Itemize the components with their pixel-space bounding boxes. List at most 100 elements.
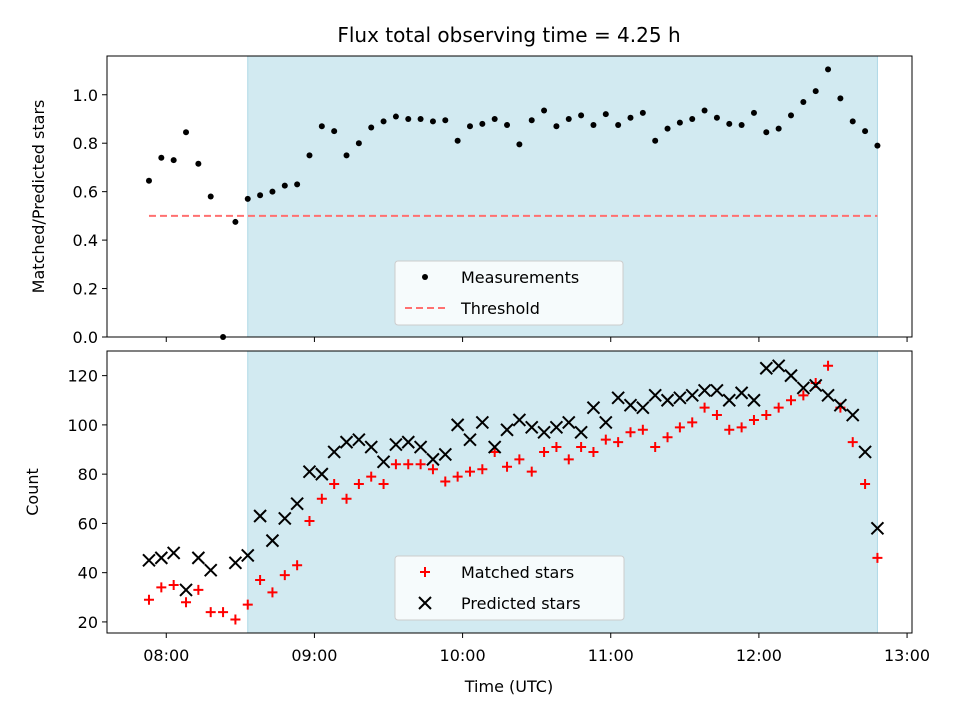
y-tick-label: 60	[78, 514, 98, 533]
predicted-star-point	[846, 408, 860, 422]
predicted-star-point	[389, 437, 403, 452]
measurement-point	[392, 113, 399, 120]
matched-star-point	[452, 471, 463, 482]
matched-star-point	[279, 570, 290, 581]
measurement-point	[417, 115, 424, 122]
measurement-point	[874, 142, 881, 149]
predicted-star-point	[166, 546, 181, 560]
predicted-star-point	[512, 413, 527, 427]
predicted-star-point	[833, 398, 848, 412]
predicted-star-point	[438, 447, 453, 462]
predicted-star-point	[204, 563, 218, 577]
measurement-point	[170, 157, 177, 164]
matched-star-point	[514, 454, 525, 465]
matched-star-point	[798, 390, 809, 401]
series-measurements	[145, 66, 881, 340]
legend: Measurements Threshold	[394, 260, 624, 326]
predicted-star-point	[154, 551, 169, 565]
predicted-star-point	[364, 440, 378, 454]
predicted-star-point	[525, 420, 539, 435]
matched-star-point	[378, 478, 389, 489]
matched-star-point	[267, 587, 278, 598]
predicted-star-point	[562, 415, 576, 430]
matched-star-point	[699, 402, 710, 413]
measurement-point	[726, 120, 733, 127]
matched-star-point	[786, 395, 797, 406]
predicted-star-point	[475, 415, 490, 430]
measurement-point	[331, 128, 338, 135]
predicted-star-point	[450, 418, 465, 432]
predicted-star-point	[352, 432, 366, 447]
matched-star-point	[823, 360, 834, 371]
predicted-star-point	[549, 420, 564, 435]
matched-star-point	[403, 459, 414, 470]
matched-star-point	[600, 434, 611, 445]
x-tick-label: 08:00	[143, 646, 189, 665]
matched-star-point	[464, 466, 475, 477]
matched-star-point	[156, 582, 167, 593]
series-matched-stars	[143, 360, 883, 625]
matched-star-point	[551, 442, 562, 453]
matched-star-point	[242, 599, 253, 610]
x-tick-label: 11:00	[588, 646, 634, 665]
measurement-point	[627, 114, 634, 121]
axes-frame	[106, 350, 913, 634]
matched-star-point	[316, 493, 327, 504]
matched-star-point	[539, 446, 550, 457]
y-tick-label: 20	[78, 613, 98, 632]
predicted-star-point	[426, 452, 440, 467]
predicted-star-point	[870, 521, 885, 536]
matched-star-point	[353, 478, 364, 489]
predicted-star-point	[265, 533, 280, 548]
x-tick-label: 12:00	[736, 646, 782, 665]
measurement-point	[553, 123, 560, 130]
measurement-point	[158, 154, 165, 161]
y-tick-label: 100	[67, 416, 98, 435]
y-axis-label-ratio: Matched/Predicted stars	[29, 100, 48, 294]
predicted-star-point	[747, 393, 761, 407]
measurement-point	[590, 122, 597, 129]
measurement-point	[454, 137, 461, 144]
matched-star-point	[230, 614, 241, 625]
predicted-star-point	[228, 556, 243, 570]
predicted-star-point	[685, 388, 699, 403]
predicted-star-point	[858, 445, 872, 459]
measurement-point	[257, 192, 264, 199]
predicted-star-point	[636, 400, 650, 415]
measurement-point	[800, 99, 807, 106]
predicted-star-point	[808, 378, 823, 393]
predicted-star-point	[710, 383, 724, 398]
predicted-star-point	[315, 467, 329, 481]
predicted-star-point	[771, 359, 786, 373]
measurement-point	[516, 141, 523, 148]
measurement-point	[183, 129, 190, 136]
matched-star-point	[329, 478, 340, 489]
measurement-point	[355, 140, 362, 147]
matched-star-point	[181, 597, 192, 608]
predicted-star-point	[142, 553, 156, 568]
measurement-point	[281, 182, 288, 189]
measurement-point	[565, 115, 572, 122]
measurement-point	[615, 122, 622, 129]
matched-star-point	[390, 459, 401, 470]
matched-star-point	[588, 446, 599, 457]
matched-star-point	[304, 515, 315, 526]
measurement-point	[466, 123, 473, 130]
predicted-star-point	[759, 361, 774, 375]
measurement-point	[429, 118, 436, 125]
predicted-star-point	[339, 435, 354, 449]
measurement-point	[639, 109, 646, 116]
measurement-point	[738, 122, 745, 129]
measurement-point	[195, 160, 202, 167]
measurement-point	[849, 118, 856, 125]
measurement-point	[664, 125, 671, 132]
matched-star-point	[563, 454, 574, 465]
predicted-star-point	[722, 393, 736, 407]
predicted-star-point	[574, 425, 588, 439]
legend-box	[394, 555, 625, 621]
measurement-point	[491, 115, 498, 122]
predicted-star-point	[660, 393, 675, 407]
measurement-point	[269, 188, 276, 195]
predicted-star-point	[500, 423, 514, 437]
series-predicted-stars	[142, 359, 885, 597]
